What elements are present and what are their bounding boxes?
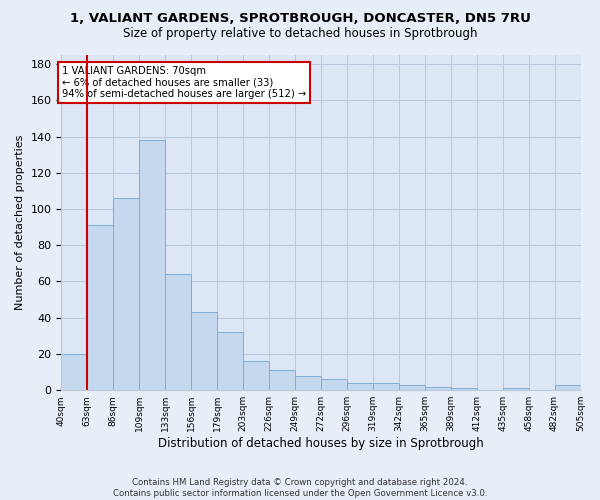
Bar: [165, 274, 191, 390]
Text: Contains HM Land Registry data © Crown copyright and database right 2024.
Contai: Contains HM Land Registry data © Crown c…: [113, 478, 487, 498]
Bar: [321, 380, 347, 390]
Bar: [139, 140, 165, 390]
Text: 1, VALIANT GARDENS, SPROTBROUGH, DONCASTER, DN5 7RU: 1, VALIANT GARDENS, SPROTBROUGH, DONCAST…: [70, 12, 530, 26]
Bar: [503, 388, 529, 390]
Bar: [61, 354, 88, 390]
Bar: [399, 385, 425, 390]
Bar: [113, 198, 139, 390]
Bar: [295, 376, 321, 390]
Bar: [191, 312, 217, 390]
Y-axis label: Number of detached properties: Number of detached properties: [15, 135, 25, 310]
Bar: [347, 383, 373, 390]
Bar: [451, 388, 476, 390]
Bar: [373, 383, 399, 390]
Text: Size of property relative to detached houses in Sprotbrough: Size of property relative to detached ho…: [123, 28, 477, 40]
Bar: [217, 332, 243, 390]
Bar: [88, 226, 113, 390]
X-axis label: Distribution of detached houses by size in Sprotbrough: Distribution of detached houses by size …: [158, 437, 484, 450]
Bar: [269, 370, 295, 390]
Text: 1 VALIANT GARDENS: 70sqm
← 6% of detached houses are smaller (33)
94% of semi-de: 1 VALIANT GARDENS: 70sqm ← 6% of detache…: [62, 66, 306, 99]
Bar: [243, 361, 269, 390]
Bar: [425, 386, 451, 390]
Bar: [554, 385, 581, 390]
